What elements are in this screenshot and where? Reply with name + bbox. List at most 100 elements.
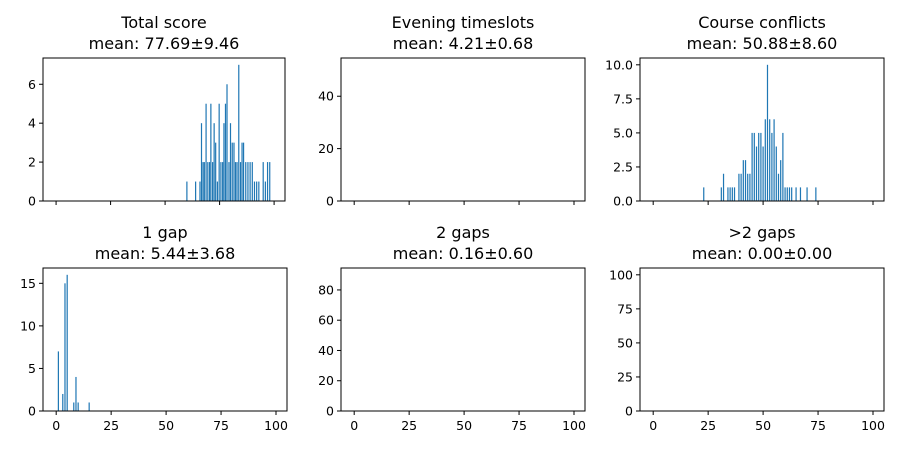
bar (210, 103, 212, 201)
bar (703, 187, 705, 201)
x-tick-label: 0 (52, 418, 60, 433)
bar (208, 162, 211, 201)
subplot-6: >2 gaps mean: 0.00±0.00 0 25 50 75 100 0 25 50 75 1… (609, 223, 885, 433)
subplot-2: Evening timeslots mean: 4.21±0.68 0 20 40 (318, 13, 586, 209)
bar (233, 142, 235, 201)
y-tick-label: 0 (625, 404, 633, 419)
bar (775, 146, 777, 201)
bar (213, 123, 215, 201)
bar (266, 162, 269, 201)
bar (75, 376, 77, 411)
y-tick-label: 75 (617, 301, 633, 316)
y-tick-label: 0 (326, 404, 334, 419)
bar (755, 146, 758, 201)
bar (249, 162, 251, 201)
subplot-subtitle: mean: 50.88±8.60 (687, 34, 838, 53)
bar (224, 103, 227, 201)
bar (220, 162, 222, 201)
y-tick-label: 0.0 (613, 194, 633, 209)
y-tick-label: 50 (617, 335, 633, 350)
subplot-title: 1 gap (142, 223, 187, 242)
bar (795, 187, 797, 201)
y-tick-label: 0 (326, 194, 334, 209)
bar (241, 142, 243, 201)
bar (73, 402, 75, 411)
bar (226, 84, 228, 201)
bar (744, 160, 747, 201)
bar (782, 132, 784, 201)
bar (762, 146, 764, 201)
bar (791, 187, 793, 201)
bar (784, 187, 786, 201)
bar (747, 173, 749, 201)
bar (245, 162, 247, 201)
bar (200, 123, 203, 201)
subplot-subtitle: mean: 0.16±0.60 (393, 244, 534, 263)
y-tick-label: 100 (609, 267, 633, 282)
x-tick-label: 50 (755, 418, 771, 433)
bar (269, 162, 271, 201)
bar (777, 173, 780, 201)
y-tick-label: 6 (28, 77, 36, 92)
x-tick-label: 0 (649, 418, 657, 433)
subplot-title: 2 gaps (436, 223, 490, 242)
bar (64, 283, 66, 411)
bar (742, 160, 744, 201)
bar (218, 103, 220, 201)
bar (239, 162, 242, 201)
bar (751, 132, 753, 201)
axes-frame (639, 267, 885, 412)
x-tick-label: 50 (158, 418, 174, 433)
x-tick-label: 25 (700, 418, 716, 433)
bar (799, 187, 802, 201)
y-tick-label: 15 (20, 276, 36, 291)
bar (727, 187, 729, 201)
subplot-3: Course conflicts mean: 50.88±8.60 0.0 2.5 5.… (605, 13, 885, 209)
subplot-subtitle: mean: 77.69±9.46 (89, 34, 240, 53)
y-tick-label: 25 (617, 369, 633, 384)
y-tick-label: 5 (28, 361, 36, 376)
bar (212, 162, 214, 201)
bar (253, 181, 256, 201)
x-tick-label: 100 (264, 418, 288, 433)
x-tick-label: 25 (103, 418, 119, 433)
y-tick-label: 4 (28, 116, 36, 131)
bar (195, 181, 197, 201)
x-tick-label: 25 (401, 418, 417, 433)
y-tick-label: 10 (20, 318, 36, 333)
y-tick-label: 2 (28, 155, 36, 170)
x-tick-label: 75 (213, 418, 229, 433)
bar (749, 173, 751, 201)
y-tick-label: 20 (318, 141, 334, 156)
bar (786, 187, 788, 201)
bar (753, 132, 755, 201)
subplot-subtitle: mean: 4.21±0.68 (393, 34, 534, 53)
bar (764, 119, 766, 201)
subplot-title: Total score (120, 13, 206, 32)
bar (758, 132, 760, 201)
bar (722, 173, 725, 201)
bar (236, 162, 238, 201)
axes-frame (340, 57, 586, 202)
bar (57, 351, 59, 411)
bar (731, 187, 733, 201)
bar (88, 402, 90, 411)
bar (216, 181, 219, 201)
y-tick-label: 7.5 (613, 91, 633, 106)
subplot-subtitle: mean: 5.44±3.68 (95, 244, 236, 263)
bar (733, 187, 736, 201)
bar (256, 181, 258, 201)
y-tick-label: 40 (318, 89, 334, 104)
bar (229, 123, 232, 201)
bar (66, 274, 68, 411)
bar (262, 162, 264, 201)
bar (242, 142, 245, 201)
x-tick-label: 75 (810, 418, 826, 433)
y-tick-label: 0 (28, 194, 36, 209)
bar (77, 402, 79, 411)
bar (740, 173, 742, 201)
bar (780, 160, 782, 201)
bar (729, 187, 731, 201)
bar (62, 393, 64, 411)
